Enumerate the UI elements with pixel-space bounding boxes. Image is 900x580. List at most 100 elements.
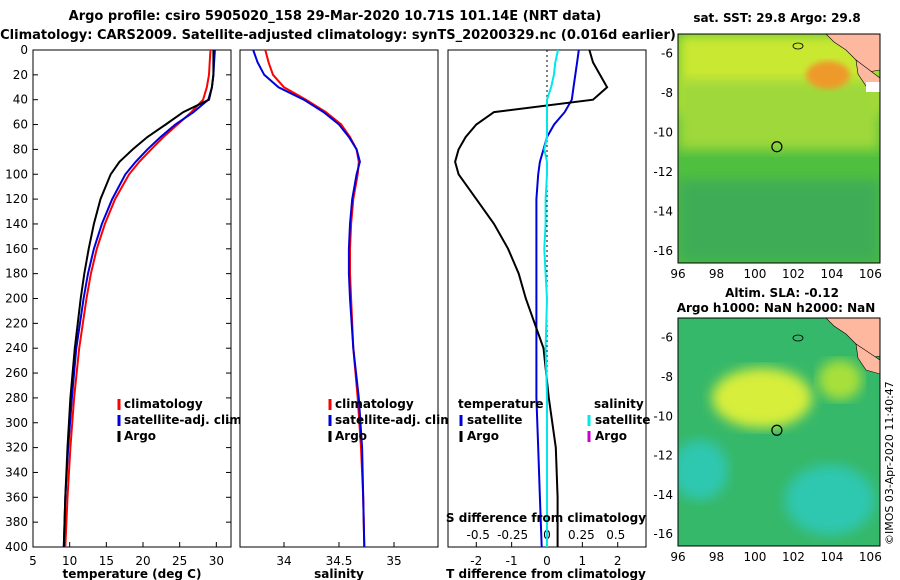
land-coast-strip [866, 34, 872, 48]
t-difference-xlabel: T difference from climatology [446, 567, 646, 580]
x-tick-label: 0 [543, 554, 551, 568]
temperature-series [62, 49, 216, 548]
island-outline [792, 334, 804, 342]
y-tick-label: 340 [5, 465, 28, 479]
temperature-tick-labels: 5 10 15 20 25 30 [29, 542, 224, 568]
y-tick-label: 140 [5, 217, 28, 231]
s-difference-tick-labels: -0.5 -0.25 0 0.25 0.5 [467, 528, 626, 542]
y-tick-label: 160 [5, 242, 28, 256]
series-temperature-satellite [535, 49, 580, 548]
sla-map: Altim. SLA: -0.12 Argo h1000: NaN h2000:… [653, 286, 881, 564]
sla-lon-tick-labels: 96 98 100 102 104 106 [670, 550, 881, 564]
y-tick-label: 0 [20, 43, 28, 57]
y-tick-label: 180 [5, 267, 28, 281]
legend-label-s-satellite: satellite [595, 413, 650, 427]
temperature-legend: climatology satellite-adj. clim. Argo [117, 397, 246, 443]
sst-lon-tick-labels: 96 98 100 102 104 106 [670, 267, 881, 281]
y-tick-label: 380 [5, 515, 28, 529]
y-tick-label: 360 [5, 490, 28, 504]
series-argo [62, 50, 215, 548]
sst-lat-tick-labels: -6 -8 -10 -12 -14 -16 [653, 47, 673, 258]
y-tick-label: 40 [13, 93, 28, 107]
legend-label-t-satellite: satellite [467, 413, 522, 427]
s-difference-label: S difference from climatology [446, 511, 646, 525]
sla-map-title1: Altim. SLA: -0.12 [725, 286, 839, 300]
x-tick-label: 1 [579, 554, 587, 568]
x-tick-label: 30 [209, 554, 224, 568]
x-tick-label: 34.5 [326, 554, 353, 568]
lat-tick-label: -14 [653, 488, 673, 502]
salinity-xlabel: salinity [314, 567, 364, 580]
lon-tick-label: 100 [743, 550, 766, 564]
salinity-series [252, 49, 366, 548]
lat-tick-label: -6 [661, 331, 673, 345]
salinity-panel: 34 34.5 35 salinity climatology satellite-… [239, 49, 457, 580]
title-line2: Climatology: CARS2009. Satellite-adjuste… [0, 28, 676, 43]
argo-position-marker [771, 424, 783, 436]
lon-tick-label: 96 [670, 267, 685, 281]
series-satellite-adj-clim- [252, 49, 366, 548]
title-line1: Argo profile: csiro 5905020_158 29-Mar-2… [69, 9, 602, 24]
sla-high-anomaly [712, 368, 812, 428]
lon-tick-label: 96 [670, 550, 685, 564]
y-tick-label: 240 [5, 341, 28, 355]
salinity-legend: climatology satellite-adj. clim. Argo [328, 397, 457, 443]
sst-map-title: sat. SST: 29.8 Argo: 29.8 [693, 11, 860, 25]
legend-label-climatology: climatology [124, 397, 203, 411]
y-tick-label: 280 [5, 391, 28, 405]
s-tick-label: -0.25 [497, 528, 528, 542]
sst-hot-spot [806, 61, 850, 89]
x-tick-label: -2 [470, 554, 482, 568]
missing-data-patch [866, 82, 880, 92]
lat-tick-label: -8 [661, 86, 673, 100]
y-tick-label: 20 [13, 68, 28, 82]
lon-tick-label: 100 [743, 267, 766, 281]
lat-tick-label: -14 [653, 205, 673, 219]
sla-low-anomaly-west [678, 440, 728, 500]
series-climatology [64, 49, 212, 548]
x-tick-label: 25 [172, 554, 187, 568]
x-tick-label: 34 [276, 554, 291, 568]
sst-map: sat. SST: 29.8 Argo: 29.8 96 98 100 102 104 1… [653, 11, 881, 281]
difference-series [454, 49, 609, 548]
sla-low-anomaly-east [785, 465, 875, 535]
lat-tick-label: -10 [653, 409, 673, 423]
difference-legend-temperature: temperature satellite Argo [458, 397, 543, 443]
sla-high-anomaly-2 [818, 360, 862, 400]
s-tick-label: -0.5 [467, 528, 490, 542]
sst-cool-band [678, 180, 880, 263]
temperature-xlabel: temperature (deg C) [63, 567, 202, 580]
imos-stamp: ©IMOS 03-Apr-2020 11:40:47 [883, 381, 896, 545]
lat-tick-label: -16 [653, 527, 673, 541]
lon-tick-label: 104 [820, 267, 843, 281]
legend-label-climatology: climatology [335, 397, 414, 411]
x-tick-label: 5 [29, 554, 37, 568]
lat-tick-label: -16 [653, 244, 673, 258]
x-tick-label: -1 [506, 554, 518, 568]
legend-title-salinity: salinity [594, 397, 644, 411]
legend-label-argo: Argo [335, 429, 367, 443]
difference-legend-salinity: salinity satellite Argo [587, 397, 650, 443]
lat-tick-label: -12 [653, 165, 673, 179]
x-tick-label: 35 [386, 554, 401, 568]
lat-tick-label: -10 [653, 126, 673, 140]
sst-map-frame [677, 33, 881, 264]
series-salinity-satellite [543, 49, 559, 547]
y-tick-label: 80 [13, 142, 28, 156]
y-tick-label: 100 [5, 167, 28, 181]
legend-label-t-argo: Argo [467, 429, 499, 443]
lon-tick-label: 104 [820, 550, 843, 564]
legend-label-satellite: satellite-adj. clim. [124, 413, 246, 427]
lon-tick-label: 98 [709, 550, 724, 564]
lon-tick-label: 102 [782, 550, 805, 564]
lon-tick-label: 106 [859, 550, 882, 564]
x-tick-label: 20 [135, 554, 150, 568]
legend-title-temperature: temperature [458, 397, 543, 411]
lat-tick-label: -6 [661, 47, 673, 61]
legend-label-satellite: satellite-adj. clim. [335, 413, 457, 427]
y-tick-label: 260 [5, 366, 28, 380]
sla-map-title2: Argo h1000: NaN h2000: NaN [677, 301, 876, 315]
lon-tick-label: 98 [709, 267, 724, 281]
y-tick-label: 300 [5, 416, 28, 430]
